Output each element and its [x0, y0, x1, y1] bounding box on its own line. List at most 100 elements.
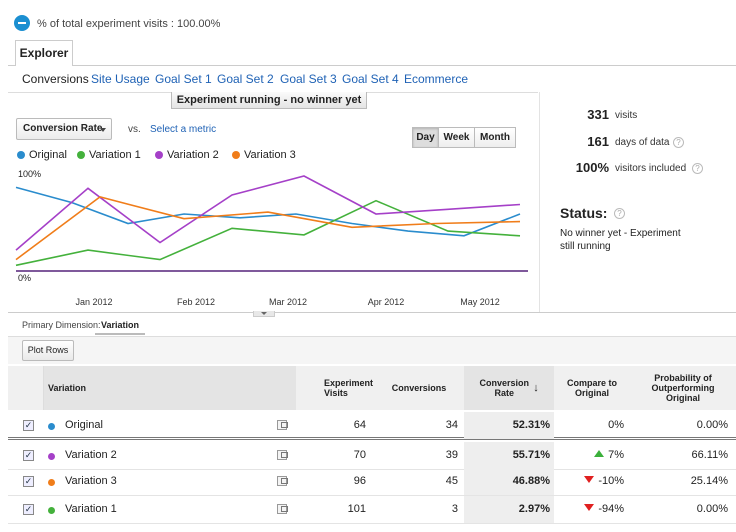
row-checkbox[interactable]: ✓: [23, 504, 34, 515]
stat-visits-value: 331: [587, 107, 609, 122]
header-compare[interactable]: Compare to Original: [554, 366, 630, 410]
variation-color-dot: [48, 507, 55, 514]
subnav-site-usage[interactable]: Site Usage: [91, 72, 150, 86]
header-conversions[interactable]: Conversions: [374, 366, 464, 410]
sort-down-icon: ↓: [533, 382, 539, 394]
compare-cell: 0%: [554, 412, 624, 439]
row-checkbox[interactable]: ✓: [23, 450, 34, 461]
header-compare-label: Compare to Original: [566, 378, 617, 398]
external-link-icon[interactable]: [277, 450, 288, 460]
period-month-button[interactable]: Month: [474, 127, 516, 148]
header-probability-label: Probability of Outperforming Original: [651, 373, 715, 403]
probability-cell: 25.14%: [690, 475, 728, 487]
chevron-down-icon: [100, 128, 106, 132]
plot-rows-button[interactable]: Plot Rows: [22, 340, 74, 361]
variation-name[interactable]: Variation 1: [65, 503, 117, 515]
stat-visitors-value: 100%: [575, 160, 609, 175]
primary-dimension-label: Primary Dimension:: [22, 320, 101, 330]
series-line-original: [15, 186, 521, 237]
legend-label: Variation 1: [89, 149, 141, 161]
tab-divider: [8, 65, 736, 66]
visits-cell: 70: [353, 449, 366, 461]
section-divider: [8, 312, 736, 313]
x-tick-label: Mar 2012: [269, 297, 307, 307]
legend-item-variation-3[interactable]: Variation 3: [232, 149, 296, 161]
legend-item-variation-1[interactable]: Variation 1: [77, 149, 141, 161]
tab-explorer[interactable]: Explorer: [15, 40, 73, 66]
subnav-conversions[interactable]: Conversions: [22, 72, 89, 86]
external-link-icon[interactable]: [277, 476, 288, 486]
conversion-rate-chart[interactable]: 100% 0% Jan 2012 Feb 2012 Mar 2012 Apr 2012 Ma…: [8, 164, 538, 314]
conversions-cell: 39: [445, 449, 458, 461]
table-row[interactable]: ✓ Original 64 34 52.31% 0% 0.00%: [8, 412, 736, 440]
legend-item-variation-2[interactable]: Variation 2: [155, 149, 219, 161]
header-visits-label: Experiment Visits: [324, 378, 374, 398]
series-line-variation-1: [15, 199, 521, 267]
header-rate-label: Conversion Rate: [479, 378, 529, 398]
variation-color-dot: [48, 453, 55, 460]
subnav-ecommerce[interactable]: Ecommerce: [404, 72, 469, 86]
header-rate[interactable]: Conversion Rate ↓: [464, 366, 554, 410]
legend-dot: [155, 151, 163, 159]
table-row[interactable]: ✓ Variation 1 101 3 2.97% -94% 0.00%: [8, 496, 736, 524]
help-icon[interactable]: ?: [692, 163, 703, 174]
row-checkbox[interactable]: ✓: [23, 420, 34, 431]
help-icon[interactable]: ?: [614, 208, 625, 219]
probability-cell: 66.11%: [691, 449, 729, 461]
variation-name[interactable]: Variation 2: [65, 449, 117, 461]
header-variation[interactable]: Variation: [44, 366, 296, 410]
vs-label: vs.: [128, 124, 141, 135]
status-title: Status:: [560, 205, 608, 221]
chart-collapse-handle[interactable]: [253, 311, 275, 317]
variation-color-dot: [48, 479, 55, 486]
primary-dimension-value[interactable]: Variation: [101, 320, 140, 330]
legend-dot: [232, 151, 240, 159]
external-link-icon[interactable]: [277, 504, 288, 514]
select-metric-link[interactable]: Select a metric: [150, 124, 217, 135]
x-tick-label: Jan 2012: [75, 297, 112, 307]
compare-cell: -94%: [554, 496, 624, 523]
period-week-button[interactable]: Week: [438, 127, 475, 148]
legend-dot: [77, 151, 85, 159]
experiment-status-banner: Experiment running - no winner yet: [171, 92, 367, 109]
header-visits[interactable]: Experiment Visits: [296, 366, 374, 410]
row-checkbox[interactable]: ✓: [23, 476, 34, 487]
external-link-icon[interactable]: [277, 420, 288, 430]
table-row[interactable]: ✓ Variation 3 96 45 46.88% -10% 25.14%: [8, 468, 736, 496]
legend-label: Variation 3: [244, 149, 296, 161]
arrow-down-icon: [584, 476, 595, 483]
subnav-goal-set-3[interactable]: Goal Set 3: [280, 72, 337, 86]
segment-remove-icon[interactable]: [14, 15, 30, 31]
conversions-cell: 45: [445, 475, 458, 487]
x-tick-label: Apr 2012: [368, 297, 405, 307]
primary-dimension-underline: [95, 333, 145, 335]
status-text: No winner yet - Experiment still running: [560, 228, 681, 252]
period-day-button[interactable]: Day: [412, 127, 439, 148]
visits-cell: 101: [347, 503, 366, 515]
subnav-goal-set-2[interactable]: Goal Set 2: [217, 72, 274, 86]
metric-dropdown[interactable]: Conversion Rate: [16, 118, 112, 140]
stat-visitors-label: visitors included: [615, 163, 687, 174]
table-toolbar: [8, 336, 736, 364]
variation-color-dot: [48, 423, 55, 430]
subnav-goal-set-1[interactable]: Goal Set 1: [155, 72, 212, 86]
header-checkbox-col: [8, 366, 44, 410]
series-line-variation-3: [15, 196, 521, 261]
header-probability[interactable]: Probability of Outperforming Original: [630, 366, 736, 410]
help-icon[interactable]: ?: [673, 137, 684, 148]
legend-item-original[interactable]: Original: [17, 149, 67, 161]
table-row[interactable]: ✓ Variation 2 70 39 55.71% 7% 66.11%: [8, 442, 736, 470]
arrow-down-icon: [584, 504, 595, 511]
variation-name[interactable]: Original: [65, 419, 103, 431]
metric-dropdown-label: Conversion Rate: [23, 123, 103, 134]
series-line-variation-2: [15, 175, 521, 251]
stat-visits-label: visits: [615, 110, 638, 121]
probability-cell: 0.00%: [696, 503, 728, 515]
stat-days-value: 161: [587, 134, 609, 149]
rate-cell: 2.97%: [464, 496, 554, 523]
compare-value: -10%: [598, 475, 624, 487]
variation-name[interactable]: Variation 3: [65, 475, 117, 487]
y-top-label: 100%: [18, 169, 41, 179]
subnav-goal-set-4[interactable]: Goal Set 4: [342, 72, 399, 86]
y-bottom-label: 0%: [18, 273, 31, 283]
